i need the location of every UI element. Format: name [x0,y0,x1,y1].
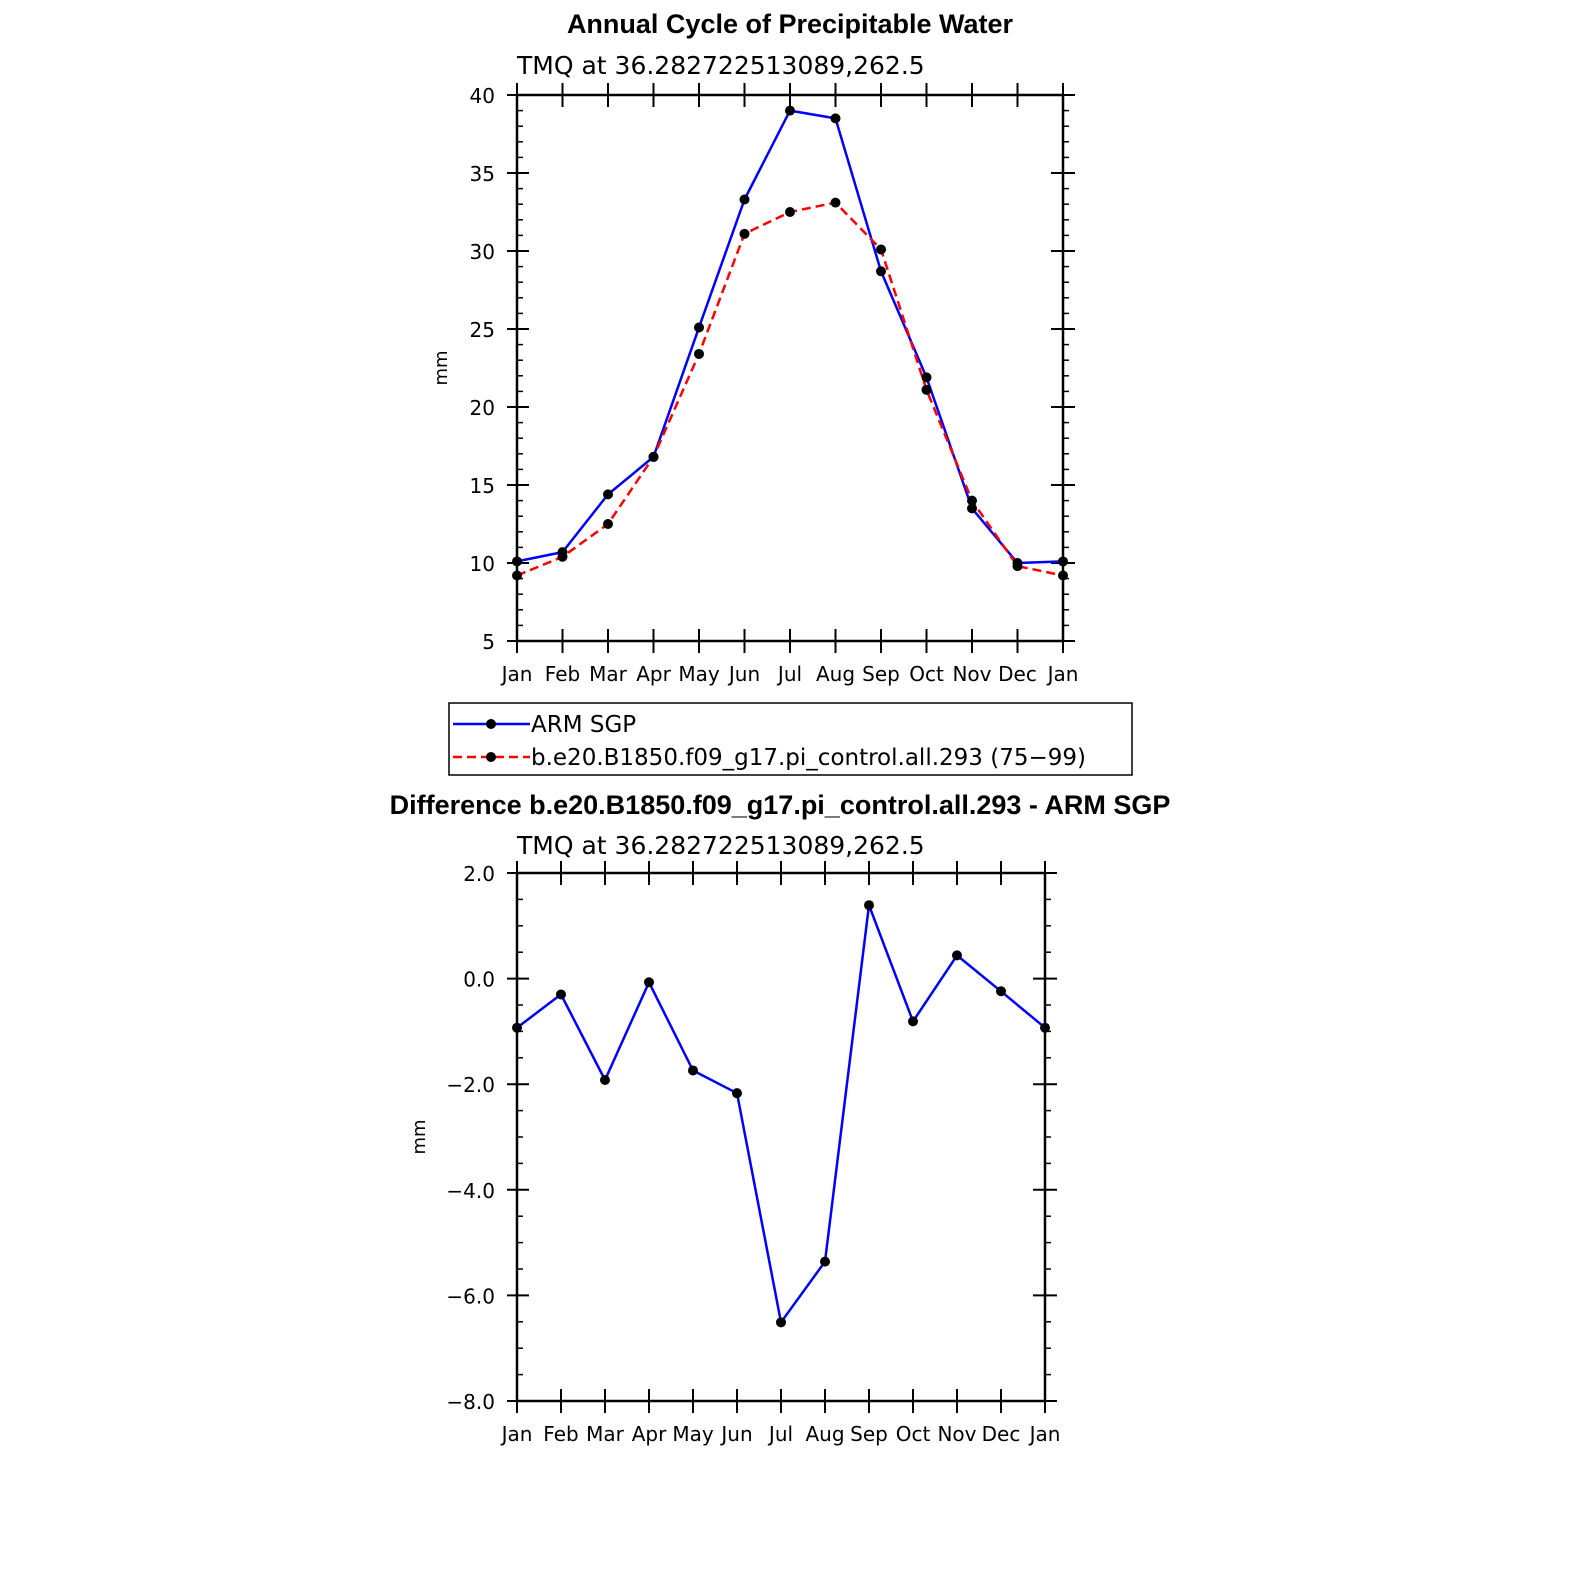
chart2-x-tick-label: Nov [937,1422,976,1446]
chart2-series-0-point [952,950,962,961]
chart2-y-tick-label: 2.0 [463,862,495,886]
chart1-x-tick-label: Feb [545,662,580,686]
chart2-ylabel: mm [409,1119,430,1154]
chart1-x-tick-label: Dec [998,662,1037,686]
chart1-series-1-point [603,519,613,529]
chart1-series-0-point [603,489,613,500]
chart1-series-1-point [739,228,750,239]
chart1-series-0-point [739,194,750,205]
chart2-x-tick-label: Oct [896,1422,931,1446]
chart2-subtitle: TMQ at 36.282722513089,262.5 [516,831,925,860]
chart2-series-0-point [512,1022,522,1033]
chart1-x-tick-label: Aug [816,662,855,686]
chart2-x-tick-label: Feb [543,1422,578,1446]
legend-label-arm-sgp: ARM SGP [531,712,636,738]
chart1-x-tick-label: Oct [909,662,944,686]
legend-marker-arm-sgp [486,719,496,729]
chart2-series-0-point [556,989,566,1000]
chart1-y-tick-label: 10 [470,552,495,576]
chart1-y-tick-label: 20 [470,396,495,420]
chart1-series-1-point [648,451,659,462]
chart1-series-0-point [967,503,977,514]
chart2-series-0-point [688,1065,698,1076]
chart1-series-1-point [1058,570,1068,581]
chart1-series-1-point [921,384,932,395]
chart2-series-0-point [864,900,874,911]
chart1-x-tick-label: Apr [636,662,671,686]
chart2-x-tick-label: Jan [1028,1422,1061,1446]
chart2-x-tick-label: Apr [632,1422,667,1446]
chart2-x-tick-label: May [672,1422,714,1446]
chart1-title: Annual Cycle of Precipitable Water [567,9,1014,39]
chart1-series-0-point [785,105,795,116]
chart1-y-tick-label: 15 [470,474,495,498]
chart2-x-tick-label: Sep [850,1422,888,1446]
legend-marker-model [486,752,496,762]
chart1-y-tick-label: 30 [470,240,495,264]
chart1-subtitle: TMQ at 36.282722513089,262.5 [516,51,925,80]
chart2-y-tick-label: −6.0 [446,1284,495,1308]
chart2-series-0-point [732,1088,742,1099]
chart2-plot: −8.0 −6.0 −4.0 −2.0 0.0 2.0 Jan Feb Mar Apr May Jun… [446,861,1060,1446]
chart1-series-1-point [694,348,704,359]
chart1-series-1-point [512,570,522,581]
chart1-legend: ARM SGP b.e20.B1850.f09_g17.pi_control.a… [448,702,1133,776]
chart2-x-tick-label: Jul [767,1422,793,1446]
legend-label-model: b.e20.B1850.f09_g17.pi_control.all.293 (… [531,745,1086,771]
chart2-title: Difference b.e20.B1850.f09_g17.pi_contro… [390,790,1171,820]
chart1-x-tick-label: Jul [776,662,802,686]
chart1-plot-frame [515,93,1065,643]
chart2-series-0-line [516,903,1046,1324]
chart2-series-0-point [820,1256,830,1267]
chart1-series-1-point [1012,561,1023,572]
chart2-x-tick-label: Jan [500,1422,533,1446]
chart1-x-tick-label: Mar [589,662,628,686]
chart1-series-1-point [557,551,568,562]
chart2-x-tick-label: Jun [719,1422,752,1446]
chart1-y-tick-label: 40 [470,84,495,108]
chart1-series-0-point [876,266,886,277]
chart1-series-0-point [921,372,932,383]
chart1-y-tick-label: 35 [470,162,495,186]
chart2-y-tick-label: −2.0 [446,1073,495,1097]
chart2-series-0-point [644,977,654,988]
chart2-x-tick-label: Mar [586,1422,625,1446]
chart1-series-1-point [785,207,795,217]
chart2-y-tick-label: −4.0 [446,1179,495,1203]
chart1-x-tick-label: Jan [500,662,533,686]
chart1-x-tick-label: Jun [727,662,760,686]
chart1-series-0-line [516,109,1064,565]
chart1-x-tick-label: Nov [952,662,991,686]
chart2-series-0-point [776,1317,786,1328]
chart1-series-0-point [1058,556,1068,567]
chart2-y-tick-label: 0.0 [463,968,495,992]
chart2-series-0-point [600,1074,610,1085]
chart1-x-tick-label: May [678,662,720,686]
chart1-series-1-point [830,197,841,208]
chart1-series-1-point [967,495,977,506]
chart1-plot: 5 10 15 20 25 30 35 40 Jan Feb Mar Apr May Jun Jul Aug S… [470,83,1079,686]
chart2-series-0-point [908,1016,918,1027]
legend-box [448,702,1133,776]
chart1-x-tick-label: Jan [1046,662,1079,686]
chart1-y-tick-label: 25 [470,318,495,342]
chart1-series-0-point [694,322,704,333]
chart2-series-0-point [996,986,1006,997]
chart1-x-tick-label: Sep [862,662,900,686]
chart2-x-tick-label: Aug [805,1422,844,1446]
chart2-series-0-point [1040,1022,1050,1033]
chart1-y-tick-label: 5 [482,630,495,654]
chart1-series-1-point [876,244,886,255]
chart1-ylabel: mm [431,350,452,385]
chart2-x-tick-label: Dec [982,1422,1021,1446]
chart2-y-tick-label: −8.0 [446,1390,495,1414]
chart1-series-0-point [830,113,841,124]
chart1-series-0-point [512,556,522,567]
